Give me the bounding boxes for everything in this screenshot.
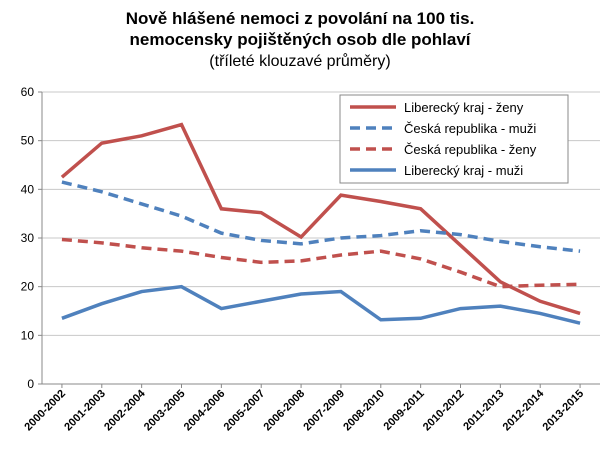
chart-subtitle: (tříleté klouzavé průměry) [209, 52, 390, 70]
x-tick-label: 2005-2007 [222, 388, 268, 434]
y-tick-label: 20 [21, 280, 35, 294]
legend-label: Česká republika - ženy [404, 142, 537, 157]
legend-label: Česká republika - muži [404, 121, 536, 136]
series-line [61, 237, 581, 289]
x-tick-label: 2013-2015 [541, 388, 587, 434]
x-tick-label: 2008-2010 [341, 388, 387, 434]
x-tick-label: 2007-2009 [301, 388, 347, 434]
x-tick-label: 2011-2013 [461, 388, 506, 433]
x-tick-label: 2003-2005 [142, 388, 188, 434]
x-tick-label: 2010-2012 [421, 388, 467, 434]
x-tick-label: 2000-2002 [22, 388, 68, 434]
chart-title: Nově hlášené nemoci z povolání na 100 ti… [126, 9, 475, 28]
x-tick-label: 2004-2006 [182, 388, 228, 434]
x-tick-label: 2009-2011 [382, 388, 427, 433]
y-tick-label: 0 [27, 377, 34, 391]
y-tick-label: 60 [21, 85, 35, 99]
x-tick-label: 2006-2008 [262, 388, 308, 434]
series-line [61, 180, 581, 253]
series-line [60, 122, 581, 316]
x-tick-label: 2012-2014 [501, 387, 547, 433]
x-tick-label: 2002-2004 [102, 387, 148, 433]
y-tick-label: 40 [21, 182, 35, 196]
x-tick-label: 2001-2003 [62, 388, 108, 434]
series-line [61, 284, 581, 325]
chart-title: nemocensky pojištěných osob dle pohlaví [129, 30, 471, 49]
legend-label: Liberecký kraj - muži [404, 163, 523, 178]
legend-label: Liberecký kraj - ženy [404, 100, 524, 115]
y-tick-label: 10 [21, 328, 35, 342]
y-tick-label: 30 [21, 231, 35, 245]
y-tick-label: 50 [21, 134, 35, 148]
